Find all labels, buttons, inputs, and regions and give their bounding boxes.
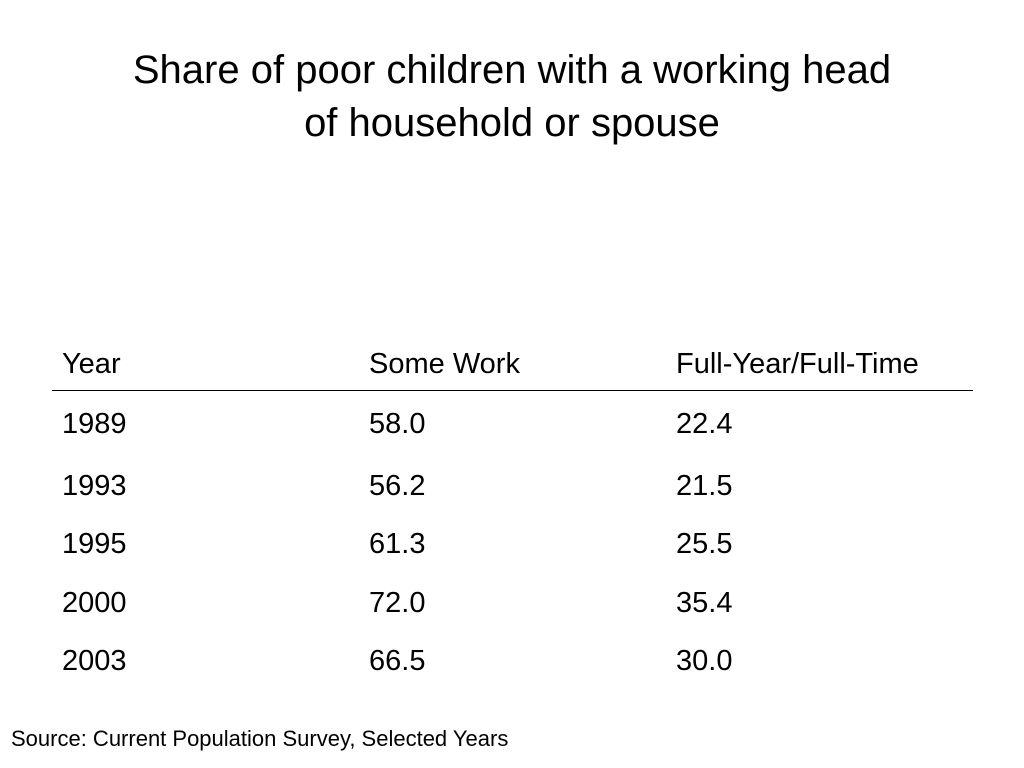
cell-year: 2003 (62, 645, 127, 678)
cell-full-year-full-time: 22.4 (676, 407, 733, 440)
data-table: Year Some Work Full-Year/Full-Time 1989 … (52, 338, 973, 691)
column-header-year: Year (52, 338, 359, 391)
column-header-full-year-full-time: Full-Year/Full-Time (666, 338, 973, 391)
cell-full-year-full-time: 21.5 (676, 469, 733, 502)
cell-some-work: 66.5 (369, 645, 426, 678)
cell-full-year-full-time: 25.5 (676, 528, 733, 561)
cell-year: 1989 (62, 407, 127, 440)
slide-title: Share of poor children with a working he… (0, 44, 1024, 150)
table-row: 2003 66.5 30.0 (52, 633, 973, 692)
cell-some-work: 58.0 (369, 407, 426, 440)
column-header-some-work: Some Work (359, 338, 666, 391)
source-note: Source: Current Population Survey, Selec… (11, 726, 509, 751)
table-row: 1995 61.3 25.5 (52, 516, 973, 575)
cell-year: 1995 (62, 528, 127, 561)
slide-title-line-1: Share of poor children with a working he… (132, 48, 892, 92)
table-row: 2000 72.0 35.4 (52, 574, 973, 633)
cell-some-work: 61.3 (369, 528, 426, 561)
slide-title-line-2: of household or spouse (304, 101, 720, 145)
table-header-row: Year Some Work Full-Year/Full-Time (52, 338, 973, 391)
table-row: 1993 56.2 21.5 (52, 457, 973, 516)
cell-some-work: 72.0 (369, 586, 426, 619)
cell-full-year-full-time: 35.4 (676, 586, 733, 619)
table-header: Year Some Work Full-Year/Full-Time (52, 338, 973, 391)
table-row: 1989 58.0 22.4 (52, 391, 973, 458)
cell-year: 2000 (62, 586, 127, 619)
cell-year: 1993 (62, 469, 127, 502)
cell-full-year-full-time: 30.0 (676, 645, 733, 678)
table-body: 1989 58.0 22.4 1993 56.2 21.5 1995 61.3 … (52, 391, 973, 692)
cell-some-work: 56.2 (369, 469, 426, 502)
